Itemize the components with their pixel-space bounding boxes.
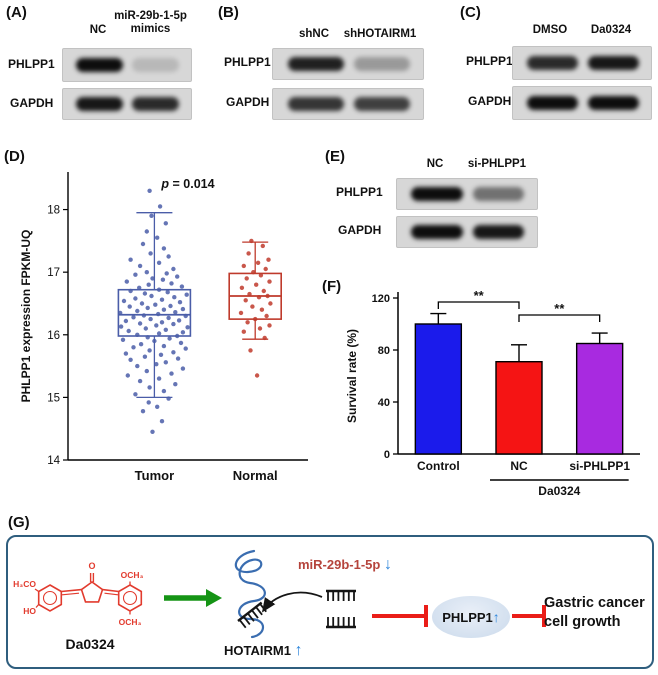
mirna-label: miR-29b-1-5p ↓	[298, 556, 392, 574]
svg-text:**: **	[554, 301, 565, 316]
svg-text:0: 0	[384, 449, 390, 461]
phlpp1-name: PHLPP1	[442, 609, 493, 625]
panel-b-col-shnc: shNC	[298, 28, 330, 40]
svg-text:15: 15	[47, 392, 60, 404]
up-arrow-icon: ↑	[492, 609, 500, 625]
blot-band	[587, 96, 639, 110]
rna-squiggle-icon	[234, 549, 266, 639]
svg-text:120: 120	[372, 293, 390, 305]
blot-box	[62, 88, 192, 120]
svg-text:PHLPP1 expression FPKM-UQ: PHLPP1 expression FPKM-UQ	[19, 230, 33, 403]
blot-band	[411, 225, 463, 239]
survival-bar-chart: 0 40 80 120 Survival rate (%) Control NC si-PHL…	[345, 288, 640, 498]
green-arrow-icon	[164, 589, 222, 607]
panel-b-row-gapdh: GAPDH	[226, 95, 270, 109]
blot-band	[526, 56, 578, 70]
svg-text:si-PHLPP1: si-PHLPP1	[569, 459, 630, 473]
blot-band	[472, 225, 525, 239]
curved-arrow-icon	[261, 591, 323, 613]
panel-g-label: (G)	[8, 514, 30, 531]
blot-box	[272, 48, 424, 80]
svg-text:Survival rate (%): Survival rate (%)	[345, 329, 359, 423]
blot-band	[411, 187, 463, 201]
panel-d-label: (D)	[4, 148, 25, 165]
mirna-comb-icon	[236, 589, 358, 631]
panel-g-schematic-overlay	[164, 549, 546, 639]
panel-e-col-siphlpp1: si-PHLPP1	[467, 158, 527, 170]
blot-band	[132, 58, 180, 72]
inhibition-bar-icon	[512, 605, 546, 627]
svg-text:Control: Control	[417, 459, 460, 473]
da0324-molecule-icon: H₃CO HO O OCH₃ OCH₃	[13, 561, 144, 627]
blot-box	[272, 88, 424, 120]
phlpp1-node: PHLPP1 ↑	[432, 596, 510, 638]
blot-band	[526, 96, 578, 110]
blot-box	[512, 46, 652, 80]
hotairm1-name: HOTAIRM1	[224, 643, 291, 658]
blot-band	[354, 57, 410, 71]
blot-box	[396, 178, 538, 210]
blot-band	[75, 58, 124, 72]
svg-text:Da0324: Da0324	[538, 484, 580, 498]
hotairm1-label: HOTAIRM1 ↑	[224, 642, 303, 660]
svg-text:OCH₃: OCH₃	[119, 617, 142, 627]
svg-text:OCH₃: OCH₃	[121, 570, 144, 580]
svg-text:14: 14	[47, 455, 60, 467]
blot-band	[354, 97, 410, 111]
panel-e-label: (E)	[325, 148, 345, 165]
panel-a-row-phlpp1: PHLPP1	[8, 57, 55, 71]
svg-text:18: 18	[47, 205, 60, 217]
svg-text:80: 80	[378, 345, 390, 357]
svg-text:40: 40	[378, 397, 390, 409]
down-arrow-icon: ↓	[383, 556, 392, 573]
svg-text:17: 17	[47, 267, 60, 279]
mirna-name: miR-29b-1-5p	[298, 557, 381, 572]
panel-f-label: (F)	[322, 278, 342, 295]
svg-text:O: O	[88, 561, 95, 571]
panel-a-col-mimics: miR-29b-1-5p mimics	[114, 10, 187, 36]
panel-b-col-shhotairm1: shHOTAIRM1	[343, 28, 417, 40]
blot-band	[132, 97, 180, 111]
svg-text:Normal: Normal	[233, 468, 278, 483]
panel-a-col-nc: NC	[89, 24, 107, 36]
panel-c-row-phlpp1: PHLPP1	[466, 54, 513, 68]
svg-text:NC: NC	[510, 459, 528, 473]
outcome-label: Gastric cancer cell growth	[544, 594, 645, 632]
svg-text:p = 0.014: p = 0.014	[160, 177, 214, 191]
blot-band	[472, 187, 525, 201]
panel-b-row-phlpp1: PHLPP1	[224, 55, 271, 69]
panel-e-col-nc: NC	[426, 158, 444, 170]
panel-a-label: (A)	[6, 4, 27, 21]
blot-band	[587, 56, 639, 70]
inhibition-bar-icon	[372, 605, 428, 627]
svg-text:HO: HO	[23, 606, 36, 616]
blot-band	[75, 97, 124, 111]
blot-band	[288, 97, 344, 111]
panel-c-col-dmso: DMSO	[532, 24, 568, 36]
svg-text:16: 16	[47, 330, 60, 342]
up-arrow-icon: ↑	[294, 642, 303, 659]
svg-text:**: **	[474, 288, 485, 303]
panel-c-col-da0324: Da0324	[590, 24, 632, 36]
panel-a-row-gapdh: GAPDH	[10, 96, 54, 110]
svg-text:Tumor: Tumor	[135, 468, 174, 483]
outcome-line-1: Gastric cancer	[544, 595, 645, 611]
tumor-normal-boxplot: 14 15 16 17 18 PHLPP1 expression FPKM-UQ p = 0…	[19, 172, 308, 483]
blot-band	[288, 57, 344, 71]
outcome-line-2: cell growth	[544, 613, 621, 630]
molecule-name-label: Da0324	[65, 636, 115, 652]
blot-box	[512, 86, 652, 120]
panel-g-diagram-frame	[6, 535, 654, 669]
blot-box	[62, 48, 192, 82]
panel-c-row-gapdh: GAPDH	[468, 94, 512, 108]
blot-box	[396, 216, 538, 248]
panel-e-row-gapdh: GAPDH	[338, 223, 382, 237]
panel-e-row-phlpp1: PHLPP1	[336, 185, 383, 199]
panel-b-label: (B)	[218, 4, 239, 21]
svg-text:H₃CO: H₃CO	[13, 579, 36, 589]
panel-c-label: (C)	[460, 4, 481, 21]
